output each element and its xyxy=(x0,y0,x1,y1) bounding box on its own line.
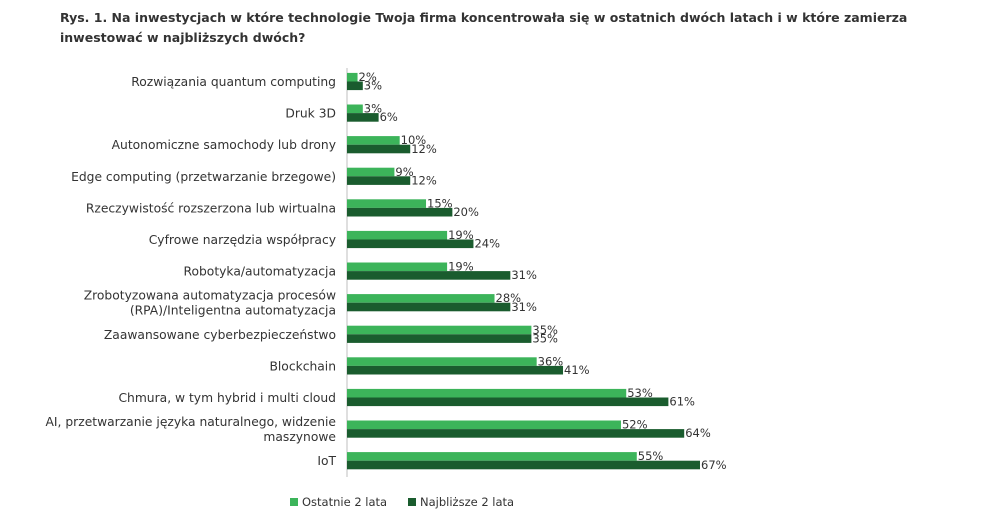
data-label: 55% xyxy=(638,449,664,463)
bar-najblizsze xyxy=(347,302,511,312)
category-label: Blockchain xyxy=(269,359,336,373)
bar-najblizsze xyxy=(347,239,474,249)
data-label: 61% xyxy=(669,395,695,409)
category-label: Zrobotyzowana automatyzacja procesów (RPA… xyxy=(84,289,336,318)
bar-najblizsze xyxy=(347,365,564,375)
category-label: Zaawansowane cyberbezpieczeństwo xyxy=(104,328,336,342)
data-label: 41% xyxy=(564,363,590,377)
data-label: 19% xyxy=(448,228,474,242)
legend-swatch xyxy=(290,498,298,506)
data-label: 12% xyxy=(411,173,437,187)
data-label: 24% xyxy=(474,237,500,251)
bar-najblizsze xyxy=(347,81,363,91)
bar-ostatnie xyxy=(347,262,448,272)
data-label: 3% xyxy=(364,102,382,116)
category-label: Cyfrowe narzędzia współpracy xyxy=(149,233,336,247)
data-label: 19% xyxy=(448,260,474,274)
data-label: 12% xyxy=(411,142,437,156)
bar-ostatnie xyxy=(347,452,637,461)
category-label: Robotyka/automatyzacja xyxy=(183,265,336,279)
bar-ostatnie xyxy=(347,167,395,177)
bar-najblizsze xyxy=(347,271,511,280)
data-label: 31% xyxy=(511,268,537,282)
bar-ostatnie xyxy=(347,325,532,335)
bar-najblizsze xyxy=(347,207,453,217)
bar-ostatnie xyxy=(347,357,537,366)
data-label: 53% xyxy=(627,386,653,400)
category-label: Rzeczywistość rozszerzona lub wirtualna xyxy=(86,201,336,215)
data-label: 2% xyxy=(359,70,377,84)
data-label: 20% xyxy=(453,205,479,219)
category-label: Rozwiązania quantum computing xyxy=(131,75,336,89)
category-label: Chmura, w tym hybrid i multi cloud xyxy=(118,391,336,405)
data-label: 64% xyxy=(685,426,711,440)
bar-najblizsze xyxy=(347,397,669,407)
bar-najblizsze xyxy=(347,429,685,438)
bar-ostatnie xyxy=(347,136,400,145)
bar-ostatnie xyxy=(347,230,448,240)
data-label: 28% xyxy=(496,291,522,305)
data-label: 67% xyxy=(701,458,727,472)
category-label: AI, przetwarzanie języka naturalnego, wi… xyxy=(46,415,336,444)
data-label: 9% xyxy=(395,165,413,179)
legend-swatch xyxy=(408,498,416,506)
bar-ostatnie xyxy=(347,72,358,82)
data-label: 10% xyxy=(401,133,427,147)
category-label: Druk 3D xyxy=(285,107,336,121)
bar-ostatnie xyxy=(347,420,621,430)
data-label: 15% xyxy=(427,196,453,210)
data-label: 6% xyxy=(380,110,398,124)
data-label: 35% xyxy=(532,331,558,345)
bar-najblizsze xyxy=(347,334,532,343)
data-label: 52% xyxy=(622,418,648,432)
legend-label: Ostatnie 2 lata xyxy=(302,495,387,509)
category-label: Autonomiczne samochody lub drony xyxy=(112,138,336,152)
data-label: 36% xyxy=(538,354,564,368)
data-label: 31% xyxy=(511,300,537,314)
bar-ostatnie xyxy=(347,104,363,114)
legend-label: Najbliższe 2 lata xyxy=(420,495,514,509)
category-label: Edge computing (przetwarzanie brzegowe) xyxy=(71,170,336,184)
data-label: 3% xyxy=(364,79,382,93)
data-label: 35% xyxy=(532,323,558,337)
legend: Ostatnie 2 lata Najbliższe 2 lata xyxy=(290,495,514,509)
bar-najblizsze xyxy=(347,460,700,470)
chart-title: Rys. 1. Na inwestycjach w które technolo… xyxy=(60,10,908,45)
bar-najblizsze xyxy=(347,144,411,154)
bar-ostatnie xyxy=(347,388,627,398)
bar-ostatnie xyxy=(347,294,495,303)
bar-ostatnie xyxy=(347,199,427,208)
bar-najblizsze xyxy=(347,176,411,185)
bar-najblizsze xyxy=(347,113,379,122)
category-label: IoT xyxy=(317,454,336,468)
